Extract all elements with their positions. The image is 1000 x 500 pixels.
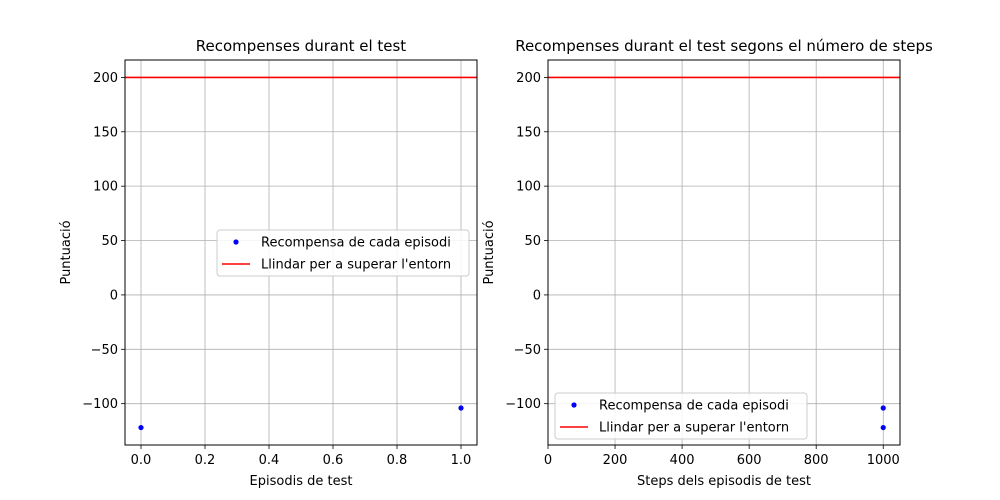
x-tick-label: 0 bbox=[544, 453, 552, 468]
legend-box bbox=[216, 229, 470, 277]
y-axis-label: Puntuació bbox=[482, 220, 497, 284]
x-tick-label: 1.0 bbox=[451, 453, 472, 468]
chart-panel-2: 0 200 400 600 800 1000 −100 −50 0 50 100 150 200 Reco… bbox=[482, 37, 933, 489]
legend-marker-icon bbox=[571, 402, 577, 408]
axes-frame bbox=[547, 59, 901, 446]
y-tick-label: −50 bbox=[514, 343, 541, 358]
y-tick-label: −100 bbox=[82, 397, 118, 412]
x-tick-label: 200 bbox=[603, 453, 628, 468]
y-tick-label: 150 bbox=[516, 125, 541, 140]
y-tick-label: 50 bbox=[524, 234, 541, 249]
x-axis-label: Steps dels episodis de test bbox=[637, 474, 811, 489]
chart-panel-1: 0.0 0.2 0.4 0.6 0.8 1.0 −100 −50 0 50 100 150 200 Rec… bbox=[59, 37, 478, 489]
x-tick-label: 600 bbox=[737, 453, 762, 468]
data-point bbox=[880, 424, 886, 431]
x-axis-label: Episodis de test bbox=[250, 474, 353, 489]
y-tick-label: −100 bbox=[505, 397, 541, 412]
x-tick-label: 400 bbox=[670, 453, 695, 468]
chart-title: Recompenses durant el test segons el núm… bbox=[515, 37, 933, 55]
y-tick-label: 50 bbox=[101, 234, 118, 249]
data-point bbox=[138, 424, 144, 431]
axes-frame bbox=[124, 59, 478, 446]
x-tick-label: 800 bbox=[804, 453, 829, 468]
legend-box bbox=[554, 392, 808, 440]
x-tick-label: 0.6 bbox=[323, 453, 344, 468]
legend: Recompensa de cada episodi Llindar per a … bbox=[554, 392, 808, 440]
legend: Recompensa de cada episodi Llindar per a … bbox=[216, 229, 470, 277]
y-tick-label: 150 bbox=[93, 125, 118, 140]
y-tick-label: 100 bbox=[93, 180, 118, 195]
legend-marker-icon bbox=[233, 239, 239, 245]
y-axis-label: Puntuació bbox=[59, 220, 74, 284]
legend-label: Llindar per a superar l'entorn bbox=[261, 258, 451, 273]
x-tick-label: 0.4 bbox=[259, 453, 280, 468]
x-tick-label: 0.2 bbox=[195, 453, 216, 468]
y-tick-label: 100 bbox=[516, 180, 541, 195]
chart-title: Recompenses durant el test bbox=[196, 37, 407, 55]
x-tick-label: 0.0 bbox=[131, 453, 152, 468]
y-tick-label: 200 bbox=[516, 71, 541, 86]
y-tick-label: 0 bbox=[533, 288, 541, 303]
data-point bbox=[880, 405, 886, 411]
legend-label: Llindar per a superar l'entorn bbox=[599, 421, 789, 436]
x-tick-label: 1000 bbox=[867, 453, 900, 468]
y-tick-label: 200 bbox=[93, 71, 118, 86]
y-tick-label: −50 bbox=[91, 343, 118, 358]
legend-label: Recompensa de cada episodi bbox=[599, 399, 789, 414]
data-point bbox=[458, 405, 464, 411]
legend-label: Recompensa de cada episodi bbox=[261, 236, 451, 251]
y-tick-label: 0 bbox=[110, 288, 118, 303]
x-tick-label: 0.8 bbox=[387, 453, 408, 468]
